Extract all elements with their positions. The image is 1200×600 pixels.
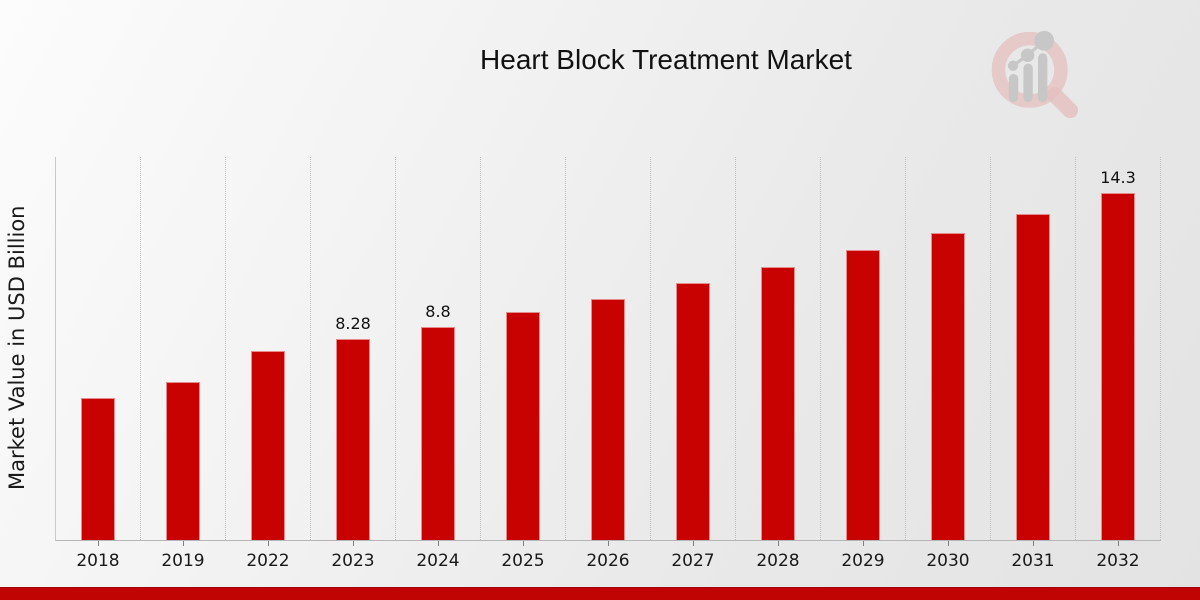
x-axis-tick-label: 2032	[1096, 551, 1140, 571]
x-axis-tick-label: 2018	[76, 551, 120, 571]
category-slot-2027: 2027	[651, 157, 736, 571]
bar-2019	[166, 382, 200, 540]
axis-tick	[438, 541, 439, 546]
category-slot-2019: 2019	[141, 157, 226, 571]
bar-2018	[81, 398, 115, 540]
axis-tick	[608, 541, 609, 546]
category-slot-2023: 8.28 2023	[311, 157, 396, 571]
x-axis-tick-label: 2028	[756, 551, 800, 571]
axis-tick	[948, 541, 949, 546]
axis-tick	[353, 541, 354, 546]
magnifier-bar-chart-logo	[991, 30, 1079, 119]
bar-value-label: 8.28	[335, 314, 371, 333]
category-slot-2018: 2018	[56, 157, 141, 571]
axis-tick	[693, 541, 694, 546]
bar-2024	[421, 327, 455, 540]
bar-2028	[761, 267, 795, 540]
category-slot-2028: 2028	[736, 157, 821, 571]
x-axis-tick-label: 2022	[246, 551, 290, 571]
axis-tick	[863, 541, 864, 546]
bar-2022	[251, 351, 285, 540]
bar-2032	[1101, 193, 1135, 540]
bar-2023	[336, 339, 370, 540]
bar-2027	[676, 283, 710, 540]
x-axis-tick-label: 2031	[1011, 551, 1055, 571]
category-slot-2024: 8.8 2024	[396, 157, 481, 571]
x-axis-tick-label: 2030	[926, 551, 970, 571]
x-axis-tick-label: 2029	[841, 551, 885, 571]
bar-2029	[846, 250, 880, 540]
axis-tick	[523, 541, 524, 546]
footer-banner	[0, 587, 1200, 600]
axis-tick	[1118, 541, 1119, 546]
plot-area: 2018 2019 2022 8.28 2023 8.8 2024 2025 2026 2027 2…	[55, 157, 1161, 571]
y-axis-label: Market Value in USD Billion	[5, 205, 29, 490]
bar-value-label: 14.3	[1100, 168, 1136, 187]
category-slot-2030: 2030	[906, 157, 991, 571]
x-axis-tick-label: 2025	[501, 551, 545, 571]
category-slot-2032: 14.3 2032	[1076, 157, 1161, 571]
category-slot-2029: 2029	[821, 157, 906, 571]
category-slot-2025: 2025	[481, 157, 566, 571]
axis-tick	[268, 541, 269, 546]
bar-2031	[1016, 214, 1050, 540]
bar-2026	[591, 299, 625, 540]
axis-tick	[183, 541, 184, 546]
axis-tick	[98, 541, 99, 546]
x-axis-tick-label: 2026	[586, 551, 630, 571]
bar-value-label: 8.8	[425, 302, 451, 321]
category-slot-2022: 2022	[226, 157, 311, 571]
axis-tick	[1033, 541, 1034, 546]
x-axis-tick-label: 2024	[416, 551, 460, 571]
axis-tick	[778, 541, 779, 546]
bar-2025	[506, 312, 540, 540]
x-axis-tick-label: 2019	[161, 551, 205, 571]
x-axis-tick-label: 2027	[671, 551, 715, 571]
chart-title: Heart Block Treatment Market	[480, 44, 852, 75]
x-axis-tick-label: 2023	[331, 551, 375, 571]
bar-2030	[931, 233, 965, 540]
category-slot-2026: 2026	[566, 157, 651, 571]
category-slot-2031: 2031	[991, 157, 1076, 571]
